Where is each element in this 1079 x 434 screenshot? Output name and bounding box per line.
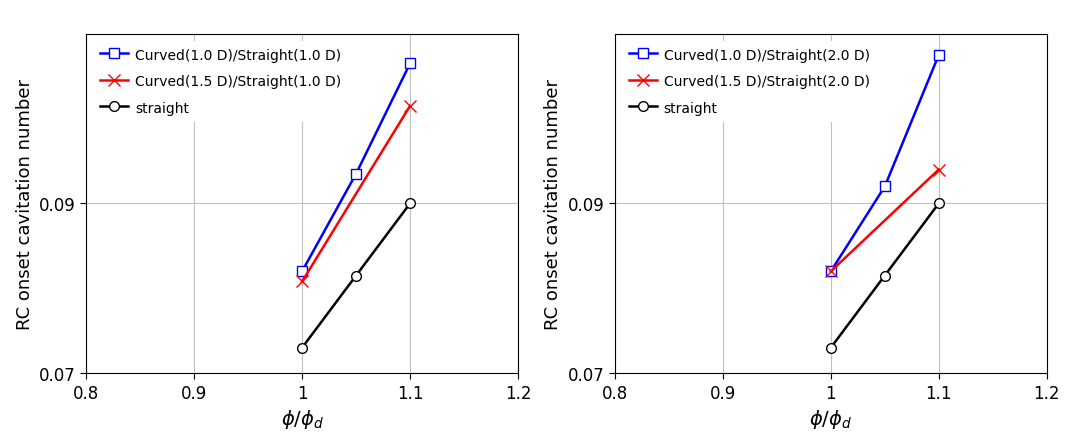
Curved(1.0 D)/Straight(2.0 D)	[824, 269, 837, 274]
Curved(1.0 D)/Straight(1.0 D)	[350, 172, 363, 177]
straight	[878, 273, 891, 279]
Curved(1.5 D)/Straight(2.0 D)	[932, 168, 945, 173]
Curved(1.0 D)/Straight(2.0 D)	[878, 184, 891, 190]
Line: straight: straight	[825, 199, 944, 353]
straight	[932, 201, 945, 207]
Curved(1.5 D)/Straight(2.0 D)	[824, 269, 837, 274]
straight	[824, 345, 837, 351]
Curved(1.0 D)/Straight(1.0 D)	[404, 62, 416, 67]
Line: Curved(1.0 D)/Straight(1.0 D): Curved(1.0 D)/Straight(1.0 D)	[297, 59, 415, 276]
straight	[350, 273, 363, 279]
Curved(1.0 D)/Straight(1.0 D)	[296, 269, 309, 274]
Legend: Curved(1.0 D)/Straight(1.0 D), Curved(1.5 D)/Straight(1.0 D), straight: Curved(1.0 D)/Straight(1.0 D), Curved(1.…	[93, 42, 349, 122]
straight	[296, 345, 309, 351]
X-axis label: $\phi/\phi_d$: $\phi/\phi_d$	[281, 407, 324, 430]
Y-axis label: RC onset cavitation number: RC onset cavitation number	[544, 79, 562, 329]
Curved(1.5 D)/Straight(1.0 D)	[296, 279, 309, 284]
Y-axis label: RC onset cavitation number: RC onset cavitation number	[15, 79, 33, 329]
Curved(1.0 D)/Straight(2.0 D)	[932, 53, 945, 59]
Line: straight: straight	[297, 199, 415, 353]
Line: Curved(1.0 D)/Straight(2.0 D): Curved(1.0 D)/Straight(2.0 D)	[825, 51, 944, 276]
Legend: Curved(1.0 D)/Straight(2.0 D), Curved(1.5 D)/Straight(2.0 D), straight: Curved(1.0 D)/Straight(2.0 D), Curved(1.…	[622, 42, 876, 122]
Line: Curved(1.5 D)/Straight(1.0 D): Curved(1.5 D)/Straight(1.0 D)	[296, 100, 416, 288]
X-axis label: $\phi/\phi_d$: $\phi/\phi_d$	[809, 407, 852, 430]
Line: Curved(1.5 D)/Straight(2.0 D): Curved(1.5 D)/Straight(2.0 D)	[824, 164, 945, 278]
straight	[404, 201, 416, 207]
Curved(1.5 D)/Straight(1.0 D)	[404, 104, 416, 109]
